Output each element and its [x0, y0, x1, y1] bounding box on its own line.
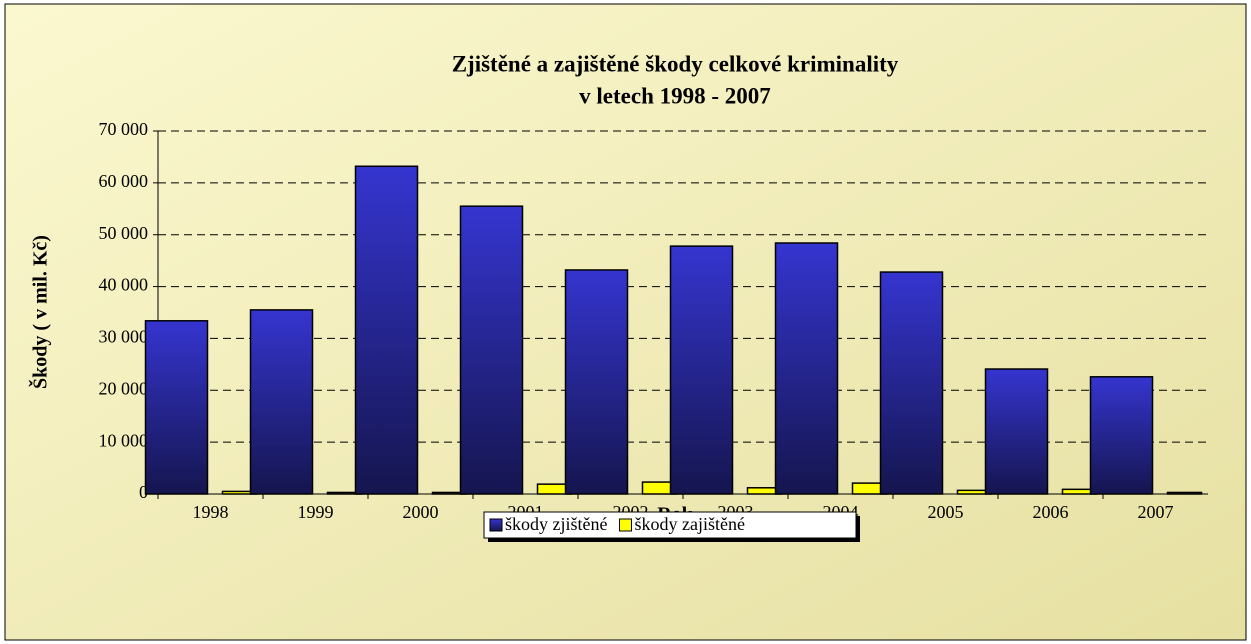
bar [354, 165, 419, 495]
y-tick-label: 60 000 [99, 171, 149, 191]
chart-title: Zjištěné a zajištěné škody celkové krimi… [452, 51, 899, 76]
legend-label: škody zajištěné [634, 514, 744, 534]
bar [1089, 376, 1154, 495]
legend-swatch [618, 518, 632, 532]
legend-swatch [489, 518, 503, 532]
x-tick-label: 2005 [928, 502, 964, 522]
bar [879, 271, 944, 495]
bar [984, 368, 1049, 495]
bar [774, 242, 839, 495]
x-tick-label: 1999 [298, 502, 334, 522]
bar [669, 245, 734, 495]
bar [144, 320, 209, 495]
bar [249, 309, 314, 495]
legend-label: škody zjištěné [505, 514, 607, 534]
x-tick-label: 2007 [1138, 502, 1174, 522]
x-tick-label: 2000 [403, 502, 439, 522]
bar [564, 269, 629, 495]
y-axis-label: Škody ( v mil. Kč) [28, 235, 52, 389]
y-tick-label: 50 000 [99, 223, 149, 243]
y-tick-label: 10 000 [99, 430, 149, 450]
bar [459, 205, 524, 495]
y-tick-label: 70 000 [99, 119, 149, 139]
bar [1166, 491, 1203, 495]
chart-title: v letech 1998 - 2007 [579, 83, 771, 108]
x-tick-label: 2006 [1033, 502, 1069, 522]
y-tick-label: 0 [139, 482, 148, 502]
y-tick-label: 30 000 [99, 327, 149, 347]
x-tick-label: 1998 [193, 502, 229, 522]
y-tick-label: 20 000 [99, 378, 149, 398]
legend [483, 511, 857, 539]
y-tick-label: 40 000 [99, 275, 149, 295]
